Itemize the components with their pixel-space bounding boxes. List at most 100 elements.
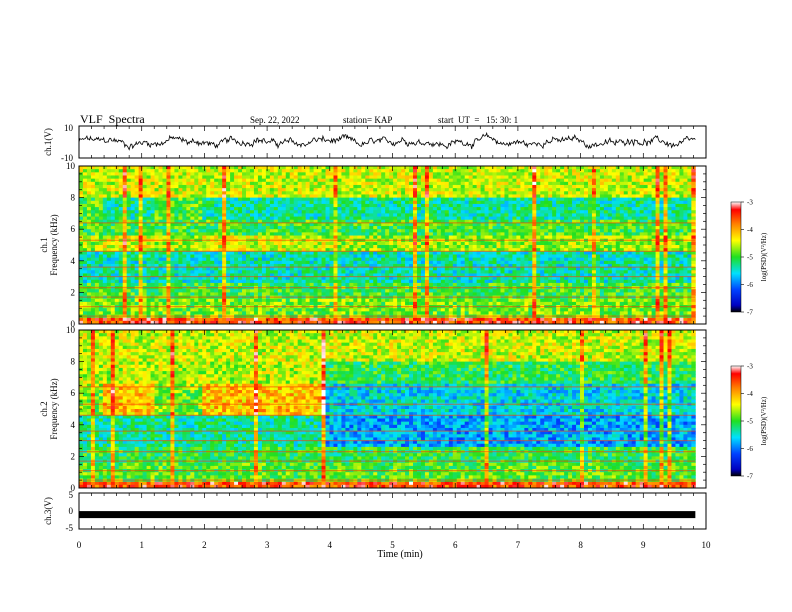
spectrogram-cell [269,251,275,255]
spectrogram-cell [261,270,267,274]
spectrogram-cell [432,178,438,183]
spectrogram-cell [317,229,322,233]
spectrogram-cell [150,166,155,170]
spectrogram-cell [377,301,382,306]
spectrogram-cell [448,260,454,265]
spectrogram-cell [361,289,366,293]
spectrogram-cell [440,235,446,240]
spectrogram-cell [389,273,394,277]
spectrogram-cell [190,219,195,224]
spectrogram-cell [238,251,243,255]
spectrogram-cell [94,320,100,325]
spectrogram-cell [206,216,211,221]
spectrogram-cell [424,219,430,224]
spectrogram-cell [126,273,132,277]
spectrogram-cell [249,311,255,315]
spectrogram-cell [381,229,386,233]
spectrogram-cell [118,191,124,195]
spectrogram-cell [393,235,398,240]
spectrogram-cell [234,219,239,224]
spectrogram-cell [162,229,167,233]
spectrogram-cell [424,222,430,227]
spectrogram-cell [436,292,442,296]
spectrogram-cell [79,216,84,221]
spectrogram-cell [150,254,155,259]
spectrogram-cell [114,166,120,170]
spectrogram-cell [206,207,211,211]
spectrogram-cell [222,184,227,189]
spectrogram-cell [289,279,295,284]
spectrogram-cell [122,181,128,186]
spectrogram-cell [401,260,406,265]
spectrogram-cell [313,317,318,322]
spectrogram-cell [373,282,378,287]
spectrogram-cell [130,169,136,173]
spectrogram-cell [182,254,187,259]
spectrogram-cell [170,279,175,284]
spectrogram-cell [261,188,267,192]
spectrogram-cell [325,311,330,315]
spectrogram-cell [249,184,255,189]
spectrogram-cell [277,320,283,325]
spectrogram-cell [79,166,84,170]
spectrogram-cell [389,169,394,173]
spectrogram-cell [357,308,362,312]
spectrogram-cell [102,273,108,277]
spectrogram-cell [428,222,434,227]
spectrogram-cell [460,267,466,271]
spectrogram-cell [273,292,279,296]
spectrogram-cell [86,301,92,306]
spectrogram-cell [110,226,116,230]
spectrogram-cell [341,292,346,296]
spectrogram-cell [253,172,259,176]
spectrogram-cell [158,289,163,293]
spectrogram-cell [94,210,100,214]
spectrogram-cell [158,292,163,296]
spectrogram-cell [234,181,239,186]
spectrogram-cell [174,301,179,306]
spectrogram-cell [460,172,466,176]
spectrogram-cell [353,279,358,284]
spectrogram-cell [325,203,330,208]
spectrogram-cell [230,216,235,221]
spectrogram-cell [138,216,144,221]
spectrogram-cell [102,245,108,249]
spectrogram-cell [385,260,390,265]
spectrogram-cell [190,317,195,322]
spectrogram-cell [381,248,386,252]
spectrogram-cell [150,301,155,306]
spectrogram-cell [385,207,390,211]
spectrogram-cell [79,232,84,236]
spectrogram-cell [126,178,132,183]
spectrogram-cell [238,308,243,312]
spectrogram-cell [397,279,402,284]
spectrogram-cell [428,260,434,265]
spectrogram-cell [218,311,223,315]
spectrogram-cell [349,184,354,189]
spectrogram-cell [98,210,104,214]
spectrogram-cell [186,317,191,322]
spectrogram-cell [393,226,398,230]
spectrogram-cell [428,311,434,315]
spectrogram-cell [214,257,219,262]
spectrogram-cell [297,219,303,224]
spectrogram-cell [242,317,247,322]
spectrogram-cell [257,213,263,217]
spectrogram-cell [226,260,231,265]
spectrogram-cell [333,232,338,236]
spectrogram-cell [126,172,132,176]
spectrogram-cell [341,248,346,252]
spectrogram-cell [337,241,342,246]
spectrogram-cell [150,169,155,173]
spectrogram-cell [428,241,434,246]
spectrogram-cell [138,207,144,211]
spectrogram-cell [313,169,318,173]
spectrogram-cell [110,181,116,186]
spectrogram-cell [313,289,318,293]
spectrogram-cell [261,222,267,227]
spectrogram-cell [337,203,342,208]
spectrogram-cell [281,184,287,189]
spectrogram-cell [337,270,342,274]
spectrogram-cell [98,263,104,268]
spectrogram-cell [416,207,422,211]
